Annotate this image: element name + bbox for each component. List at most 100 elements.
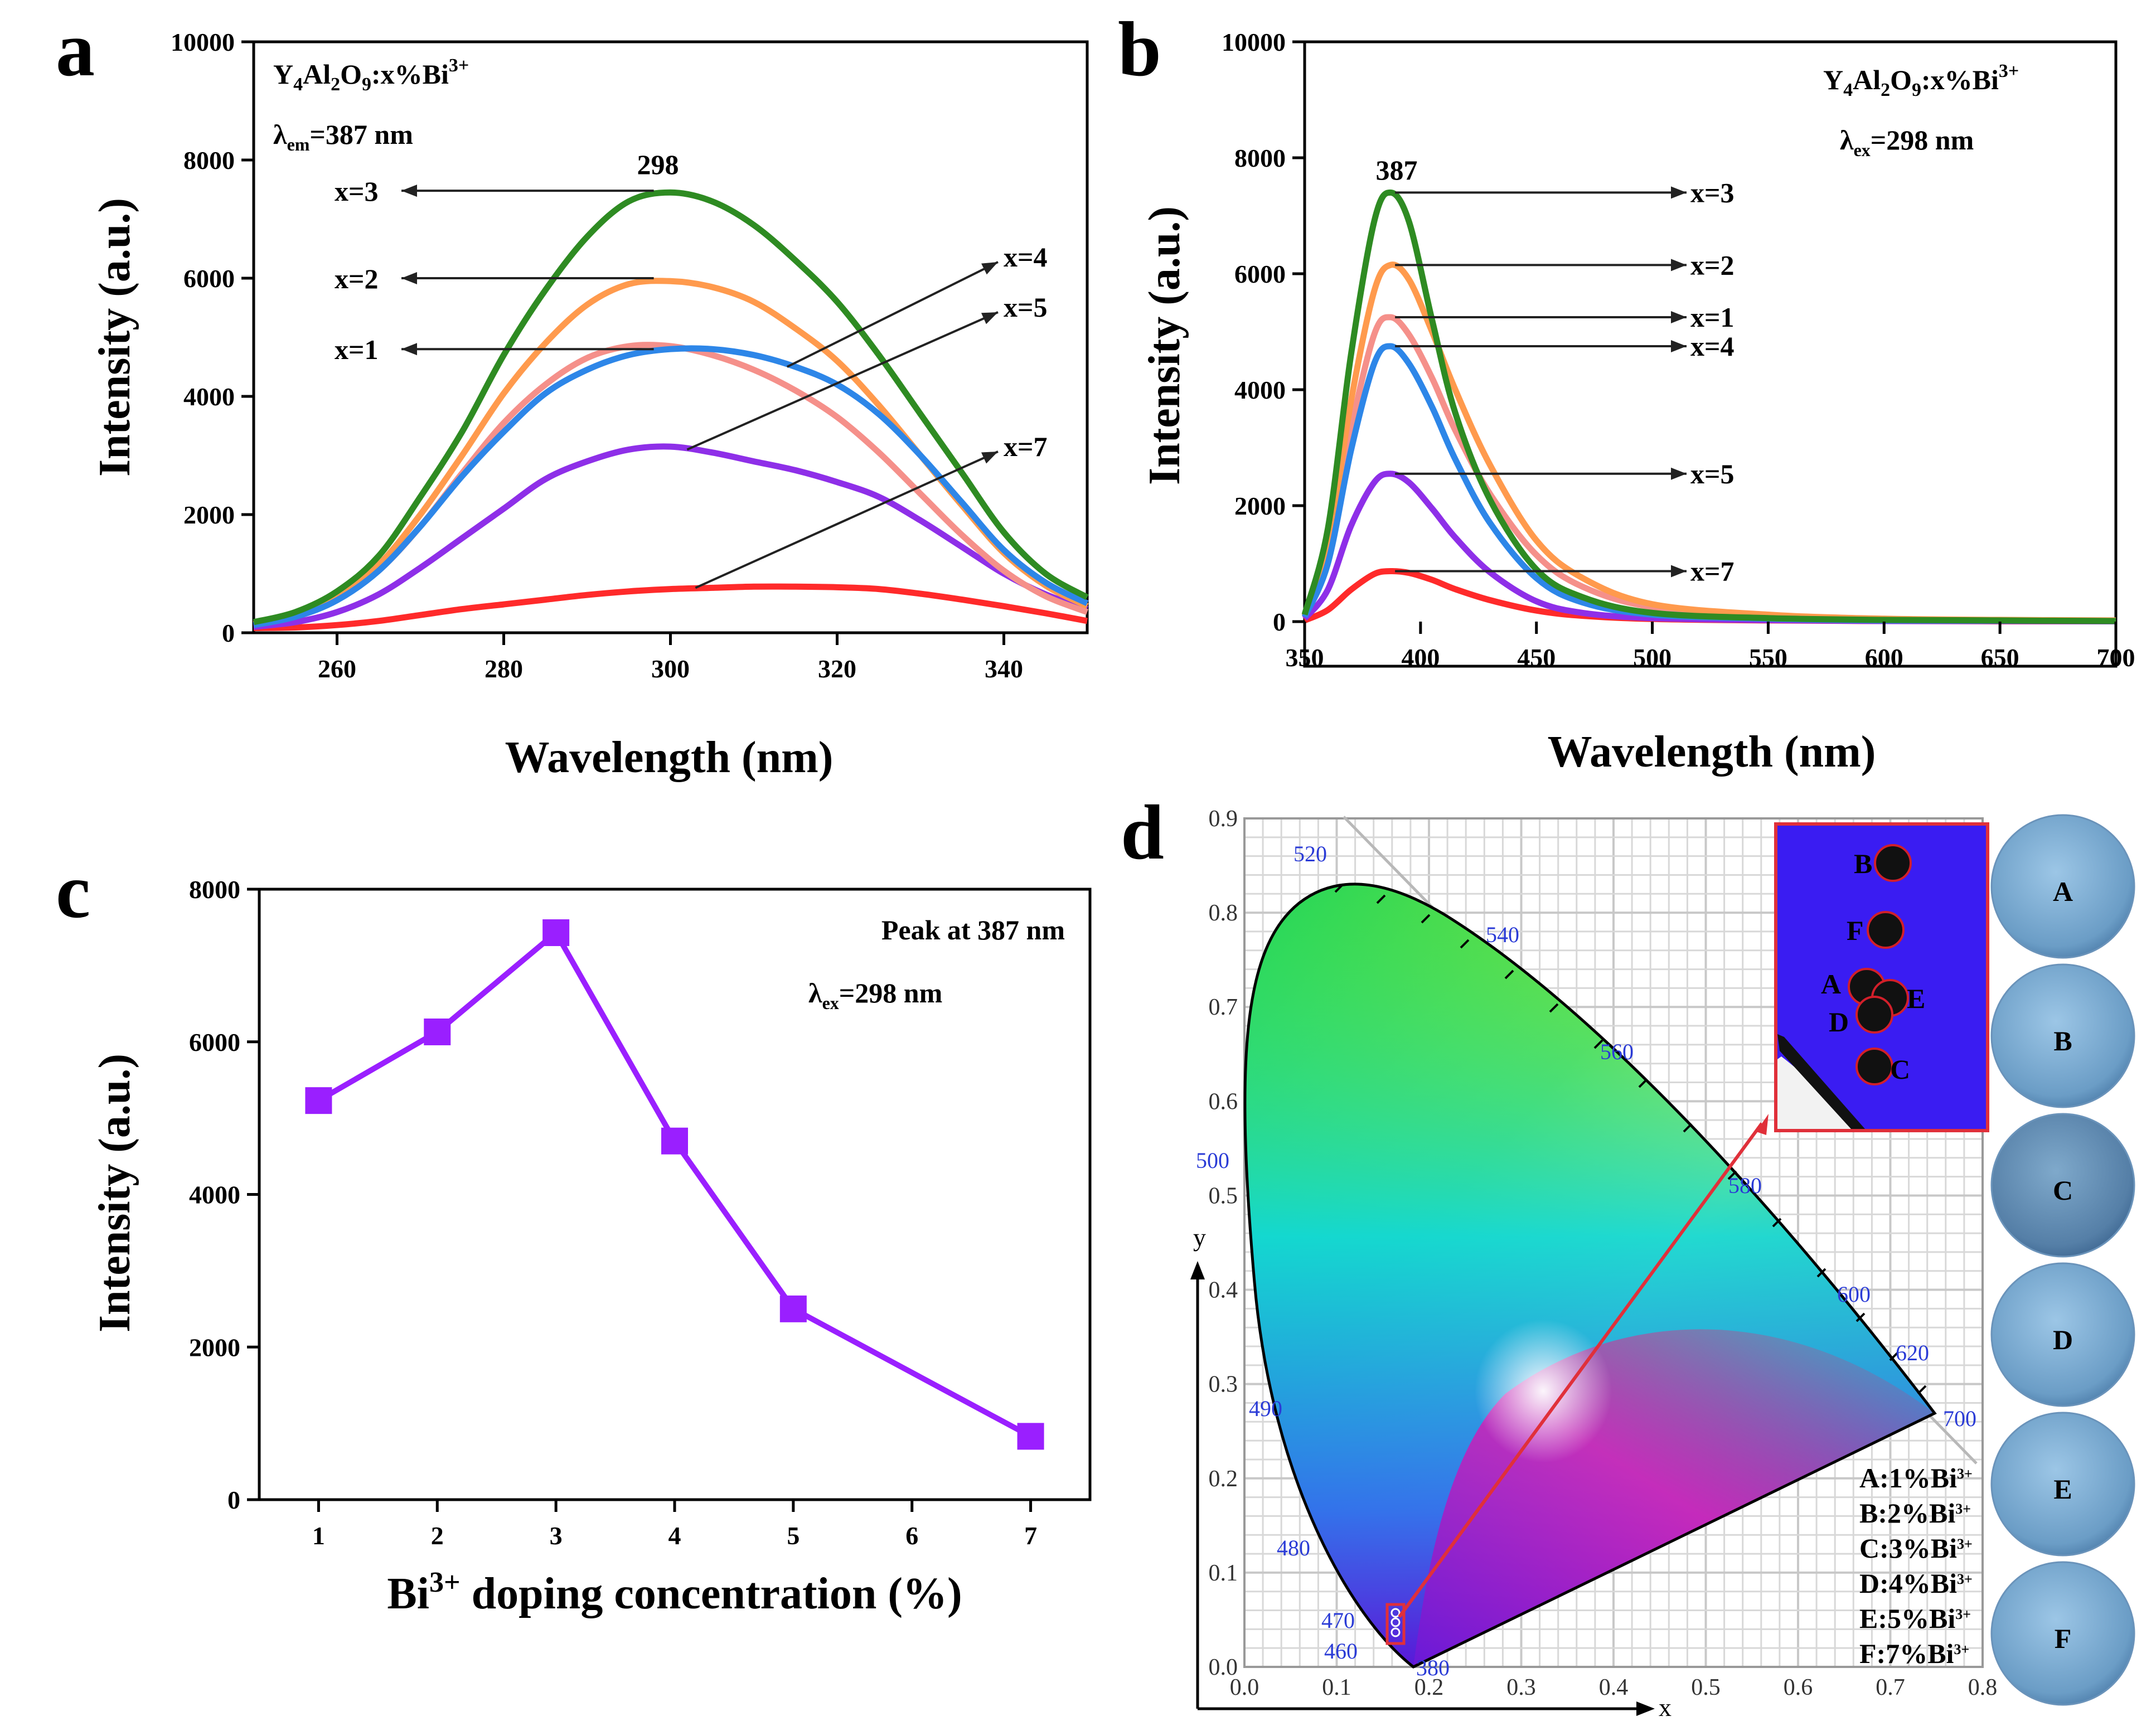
- plot-frame-c: [258, 888, 1092, 1501]
- cie-y-axis-label: y: [1193, 1223, 1206, 1252]
- inset-point-label: D: [1829, 1006, 1849, 1037]
- label-arrow-head-icon: [981, 262, 998, 275]
- locus-tick: [1855, 1312, 1866, 1322]
- peak-label-a: 298: [637, 149, 679, 180]
- curve-label-b: x=5: [1690, 458, 1735, 489]
- x-tick-label: 400: [1401, 643, 1440, 672]
- sample-photo-label: B: [2053, 1025, 2072, 1056]
- y-tick-label: 4000: [183, 382, 235, 411]
- x-tick-label: 6: [905, 1521, 918, 1550]
- wl-label-600: 600: [1837, 1282, 1871, 1307]
- label-arrow-line: [686, 311, 999, 451]
- inset-point-label: C: [1890, 1054, 1910, 1085]
- label-arrow-head-icon: [981, 312, 998, 324]
- locus-tick: [1638, 1078, 1648, 1088]
- cie-x-tick-label: 0.7: [1876, 1675, 1905, 1700]
- data-point-marker: [424, 1018, 451, 1045]
- inset-zoom-panel: B FA E D C: [1774, 822, 1989, 1132]
- x-tick-label: 300: [651, 654, 690, 683]
- y-tick-label: 2000: [1234, 492, 1286, 520]
- y-tick-label: 8000: [183, 146, 235, 174]
- wavelength-labels: 520 540 560 580 600 620 700 500 490 480 …: [1196, 841, 1976, 1680]
- cie-point-highlight: [1385, 1603, 1406, 1645]
- series-line-x5: [253, 443, 1088, 630]
- wl-label-470: 470: [1321, 1608, 1355, 1633]
- x-tick-label: 340: [985, 654, 1023, 683]
- y-tick-label: 8000: [189, 875, 240, 904]
- label-arrow-head-icon: [401, 272, 417, 284]
- tick-group-b: 350 400 450 500 550 600 650 700 0 2000 4000 6000 800…: [1222, 28, 2135, 672]
- x-tick-label: 350: [1286, 643, 1324, 672]
- cie-x-tick-label: 0.6: [1784, 1675, 1813, 1700]
- sample-photo-D: [1990, 1262, 2135, 1407]
- series-line-x4: [253, 345, 1089, 628]
- x-tick-label: 600: [1865, 643, 1903, 672]
- inset-point-C: [1855, 1048, 1893, 1085]
- legend-item: E:5%Bi3+: [1859, 1603, 1971, 1634]
- cie-y-tick-label: 0.9: [1209, 806, 1238, 832]
- legend-item: B:2%Bi3+: [1859, 1497, 1971, 1529]
- series-line-x3: [253, 189, 1089, 626]
- locus-tick: [1917, 1385, 1927, 1395]
- label-arrow-head-icon: [1671, 186, 1687, 199]
- curve-label-arrows-b: x=3 x=2 x=1x=4 x=5 x=7: [1395, 177, 1735, 587]
- cie-tick-labels: 0.0 0.1 0.2 0.3 0.4 0.5 0.6 0.7 0.8 0.0 0.1 0.2 0.3 0…: [1209, 806, 1998, 1700]
- y-tick-label: 8000: [1234, 144, 1286, 172]
- inset-point-D: [1855, 996, 1893, 1034]
- x-tick-label: 5: [787, 1521, 800, 1550]
- y-tick-label: 2000: [183, 501, 235, 529]
- x-tick-label: 2: [431, 1521, 444, 1550]
- curve-label-b: x=4: [1690, 331, 1735, 362]
- curve-label-a: x=5: [1004, 292, 1048, 323]
- series-group-a: [253, 189, 1089, 631]
- x-tick-label: 3: [550, 1521, 563, 1550]
- curve-label-b: x=2: [1690, 249, 1735, 280]
- y-tick-label: 2000: [189, 1333, 240, 1361]
- sample-photo-A: [1990, 814, 2135, 959]
- sample-photo-E: [1990, 1412, 2135, 1557]
- curve-label-b: x=7: [1690, 556, 1735, 587]
- x-tick-label: 650: [1981, 643, 2019, 672]
- annotation-lambda-c: λex=298 nm: [808, 977, 942, 1013]
- y-tick-label: 0: [1273, 608, 1286, 636]
- cie-y-tick-label: 0.4: [1209, 1278, 1238, 1303]
- sample-photo-label: F: [2055, 1623, 2072, 1654]
- x-tick-label: 500: [1633, 643, 1671, 672]
- cie-axes: y x: [1190, 1223, 1671, 1722]
- panel-letter-c: c: [56, 848, 90, 934]
- cie-x-tick-label: 0.2: [1414, 1675, 1444, 1700]
- wl-label-490: 490: [1249, 1396, 1282, 1421]
- panel-letter-d: d: [1121, 789, 1164, 876]
- y-axis-title-b: Intensity (a.u.): [1140, 206, 1189, 485]
- data-point-marker: [661, 1127, 688, 1155]
- locus-tick: [1816, 1268, 1826, 1278]
- plot-frame-b: [1303, 40, 2118, 668]
- data-point-marker: [1017, 1423, 1044, 1450]
- y-axis-title-c: Intensity (a.u.): [90, 1054, 139, 1332]
- curve-label-a: x=3: [335, 176, 379, 207]
- sample-photo-C: [1990, 1113, 2135, 1258]
- panel-letter-b: b: [1118, 6, 1161, 93]
- label-arrow-head-icon: [1671, 311, 1687, 323]
- annotation-lambda-b: λex=298 nm: [1840, 124, 1974, 160]
- panel-c: c 1 2 3 4 5 6 7 0 2000 4000 6000 8000 Peak at 387 n…: [56, 848, 1092, 1618]
- x-tick-label: 280: [485, 654, 523, 683]
- label-arrow-head-icon: [1671, 340, 1687, 352]
- curve-label-a: x=2: [335, 263, 379, 294]
- locus-tick: [1772, 1218, 1782, 1228]
- annotation-lambda-a: λem=387 nm: [273, 119, 413, 154]
- cie-x-tick-label: 0.3: [1506, 1675, 1536, 1700]
- wl-label-460: 460: [1324, 1638, 1358, 1664]
- inset-points: B FA E D C: [1821, 844, 1925, 1085]
- sample-photo-label: E: [2053, 1473, 2072, 1505]
- cie-x-tick-label: 0.0: [1230, 1675, 1259, 1700]
- y-tick-label: 6000: [189, 1028, 240, 1056]
- inset-point-label: E: [1907, 983, 1925, 1014]
- label-arrow-head-icon: [981, 452, 998, 464]
- inset-point-label: A: [1821, 968, 1841, 1000]
- y-tick-label: 0: [222, 619, 235, 647]
- x-axis-arrow-icon: [1636, 1701, 1655, 1716]
- x-axis-title-a: Wavelength (nm): [505, 733, 834, 782]
- series-line-x1: [253, 342, 1088, 627]
- y-axis-arrow-icon: [1190, 1261, 1205, 1279]
